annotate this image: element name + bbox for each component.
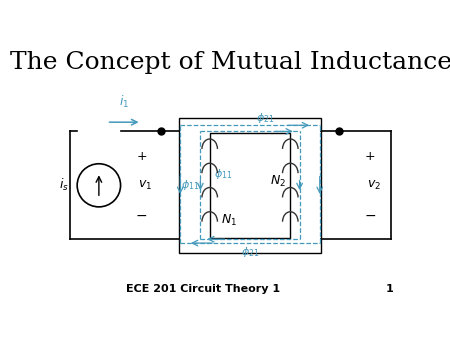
Text: ECE 201 Circuit Theory 1: ECE 201 Circuit Theory 1 bbox=[126, 284, 280, 294]
Bar bbox=[210, 133, 290, 238]
Text: $i_1$: $i_1$ bbox=[119, 94, 129, 110]
Text: +: + bbox=[365, 149, 375, 163]
Text: +: + bbox=[136, 149, 147, 163]
Text: $-$: $-$ bbox=[135, 208, 148, 222]
Text: $\phi_{11}$: $\phi_{11}$ bbox=[181, 178, 200, 192]
Text: $i_s$: $i_s$ bbox=[59, 177, 69, 193]
Text: $N_2$: $N_2$ bbox=[270, 174, 287, 189]
Text: $v_2$: $v_2$ bbox=[367, 179, 381, 192]
Text: $\phi_{21}$: $\phi_{21}$ bbox=[241, 245, 259, 259]
Text: $v_1$: $v_1$ bbox=[138, 179, 153, 192]
Text: $\phi_{21}$: $\phi_{21}$ bbox=[256, 111, 274, 125]
Bar bbox=[179, 118, 321, 253]
Text: $-$: $-$ bbox=[364, 208, 376, 222]
Text: $N_1$: $N_1$ bbox=[221, 213, 238, 228]
Text: 1: 1 bbox=[386, 284, 393, 294]
Text: $\phi_{11}$: $\phi_{11}$ bbox=[214, 167, 232, 181]
Text: The Concept of Mutual Inductance: The Concept of Mutual Inductance bbox=[9, 51, 450, 74]
